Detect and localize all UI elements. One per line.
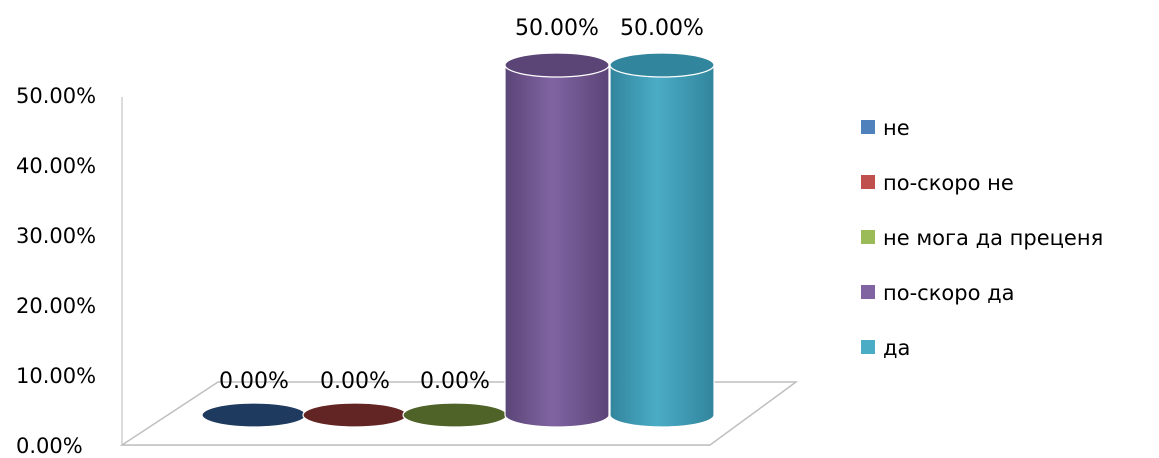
y-tick-label: 10.00% xyxy=(16,364,96,388)
cylinder-3 xyxy=(504,52,610,428)
cylinder-top xyxy=(302,402,408,428)
legend-item: по-скоро да xyxy=(861,281,1014,305)
data-label: 50.00% xyxy=(515,16,599,41)
legend-swatch xyxy=(861,340,875,354)
cylinder-top xyxy=(504,52,610,78)
cylinders xyxy=(201,52,715,428)
data-label: 0.00% xyxy=(320,369,390,394)
legend-swatch xyxy=(861,230,875,244)
legend-swatch xyxy=(861,285,875,299)
cylinder-body xyxy=(504,64,610,428)
legend-swatch xyxy=(861,120,875,134)
legend-item: не xyxy=(861,116,910,140)
cylinder-top xyxy=(201,402,307,428)
legend-label: не мога да преценя xyxy=(883,226,1103,250)
cylinder-top xyxy=(609,52,715,78)
y-tick-label: 40.00% xyxy=(16,154,96,178)
legend-swatch xyxy=(861,175,875,189)
cylinder-top xyxy=(402,402,508,428)
data-label: 0.00% xyxy=(420,369,490,394)
cylinder-1 xyxy=(302,402,408,428)
legend: не по-скоро не не мога да преценя по-скоро … xyxy=(861,116,1103,360)
data-labels: 0.00% 0.00% 0.00% 50.00% 50.00% xyxy=(219,16,704,394)
y-tick-label: 30.00% xyxy=(16,224,96,248)
y-tick-label: 0.00% xyxy=(16,434,83,458)
data-label: 50.00% xyxy=(620,16,704,41)
y-axis-ticks: 0.00% 10.00% 20.00% 30.00% 40.00% 50.00% xyxy=(16,84,96,458)
legend-label: да xyxy=(883,336,910,360)
y-tick-label: 50.00% xyxy=(16,84,96,108)
cylinder-0 xyxy=(201,402,307,428)
legend-label: не xyxy=(883,116,910,140)
legend-label: по-скоро не xyxy=(883,171,1014,195)
legend-item: по-скоро не xyxy=(861,171,1014,195)
data-label: 0.00% xyxy=(219,369,289,394)
legend-item: не мога да преценя xyxy=(861,226,1103,250)
legend-label: по-скоро да xyxy=(883,281,1014,305)
cylinder-body xyxy=(609,64,715,428)
legend-item: да xyxy=(861,336,910,360)
cylinder-2 xyxy=(402,402,508,428)
y-tick-label: 20.00% xyxy=(16,294,96,318)
cylinder-4 xyxy=(609,52,715,428)
